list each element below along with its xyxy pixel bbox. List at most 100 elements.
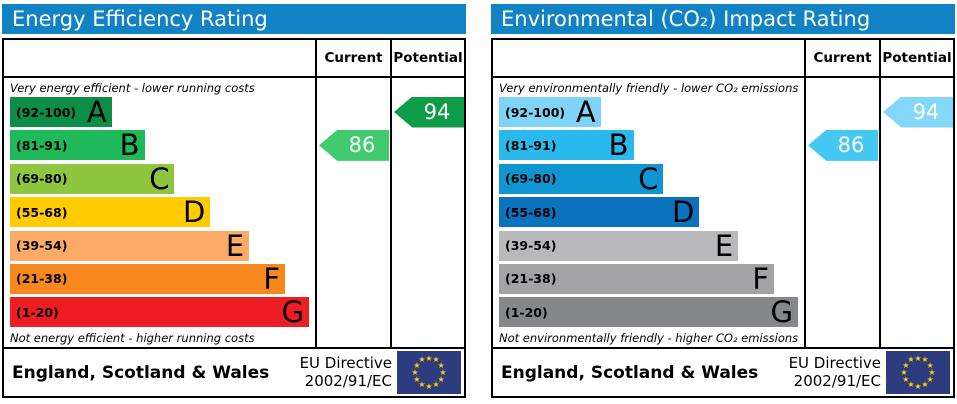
rating-table: Current Potential Very environmentally f… [491, 38, 955, 398]
band-range-label: (39-54) [16, 238, 68, 254]
potential-rating-arrow: 94 [394, 96, 464, 128]
eu-flag-star: ★ [928, 367, 936, 377]
table-body-row: Very environmentally friendly - lower CO… [493, 78, 953, 347]
top-caption: Very environmentally friendly - lower CO… [499, 81, 799, 95]
rating-table: Current Potential Very energy efficient … [2, 38, 466, 398]
band-row-a: (92-100) A [499, 97, 798, 130]
band-letter: B [608, 128, 629, 163]
band-letter: G [281, 295, 304, 330]
current-rating-cell: 86 [315, 78, 390, 347]
band-row-e: (39-54) E [10, 230, 309, 264]
band-letter: G [770, 295, 793, 330]
eu-flag-star: ★ [907, 355, 915, 365]
band-letter: A [575, 95, 596, 129]
eu-flag-star: ★ [432, 355, 440, 365]
eu-flag-star: ★ [437, 374, 445, 384]
band-letter: F [263, 261, 281, 296]
band-list: (92-100) A (81-91) B (69-80) C (55-68) D (39-54)… [499, 97, 798, 331]
band-bar: (55-68) D [10, 195, 211, 230]
eu-flag-star: ★ [413, 374, 421, 384]
band-bar: (81-91) B [10, 128, 145, 163]
band-letter: C [149, 161, 170, 196]
header-spacer-cell [493, 40, 804, 76]
eu-flag-star: ★ [921, 379, 929, 389]
band-range-label: (55-68) [505, 204, 557, 220]
band-bar: (39-54) E [10, 230, 250, 261]
band-row-d: (55-68) D [499, 197, 798, 230]
bottom-caption: Not environmentally friendly - higher CO… [499, 330, 799, 345]
footer-region-label: England, Scotland & Wales [12, 362, 270, 383]
potential-rating-cell: 94 [390, 78, 464, 347]
band-bar: (21-38) F [10, 261, 286, 296]
eu-flag-star: ★ [914, 381, 922, 391]
band-bar: (92-100) A [499, 97, 601, 127]
band-range-label: (1-20) [16, 304, 59, 320]
eu-flag-star: ★ [926, 374, 934, 384]
band-row-g: (1-20) G [10, 297, 309, 330]
band-bar: (81-91) B [499, 128, 634, 163]
band-row-a: (92-100) A [10, 97, 309, 130]
band-letter: C [638, 161, 659, 196]
top-caption: Very energy efficient - lower running co… [10, 81, 255, 95]
band-row-g: (1-20) G [499, 297, 798, 330]
band-range-label: (92-100) [505, 104, 566, 120]
panel-title-bar: Environmental (CO₂) Impact Rating [491, 4, 955, 34]
panel-title: Environmental (CO₂) Impact Rating [501, 7, 871, 31]
eu-flag-star: ★ [921, 355, 929, 365]
eu-directive-line1: EU Directive [299, 353, 392, 372]
current-rating-cell: 86 [804, 78, 879, 347]
potential-column-header: Potential [879, 40, 953, 76]
header-spacer-cell [4, 40, 315, 76]
band-letter: F [752, 261, 770, 296]
eu-flag-star: ★ [902, 374, 910, 384]
eu-flag-star: ★ [900, 367, 908, 377]
panel-title: Energy Efficiency Rating [12, 7, 268, 31]
potential-rating-cell: 94 [879, 78, 953, 347]
eu-directive-line2: 2002/91/EC [304, 371, 392, 390]
bands-cell: Very environmentally friendly - lower CO… [493, 78, 804, 347]
band-row-f: (21-38) F [499, 261, 798, 297]
band-bar: (55-68) D [499, 195, 700, 230]
band-row-f: (21-38) F [10, 261, 309, 297]
band-range-label: (92-100) [16, 104, 77, 120]
band-letter: D [671, 195, 695, 230]
environmental-impact-panel: Environmental (CO₂) Impact Rating Curren… [491, 4, 955, 398]
eu-flag-star: ★ [439, 367, 447, 377]
eu-directive-line2: 2002/91/EC [793, 371, 881, 390]
bands-cell: Very energy efficient - lower running co… [4, 78, 315, 347]
table-footer-row: England, Scotland & Wales EU Directive 2… [493, 347, 953, 396]
band-bar: (1-20) G [499, 295, 798, 330]
band-row-d: (55-68) D [10, 197, 309, 230]
table-footer-row: England, Scotland & Wales EU Directive 2… [4, 347, 464, 396]
band-row-b: (81-91) B [499, 130, 798, 163]
band-bar: (69-80) C [10, 161, 175, 196]
band-range-label: (69-80) [16, 171, 68, 187]
band-letter: D [182, 195, 206, 230]
band-range-label: (39-54) [505, 238, 557, 254]
band-row-c: (69-80) C [499, 161, 798, 197]
panel-title-bar: Energy Efficiency Rating [2, 4, 466, 34]
bottom-caption: Not energy efficient - higher running co… [10, 330, 255, 345]
eu-flag-star: ★ [418, 379, 426, 389]
table-body-row: Very energy efficient - lower running co… [4, 78, 464, 347]
band-bar: (92-100) A [10, 97, 112, 127]
eu-flag-star: ★ [914, 353, 922, 363]
band-row-b: (81-91) B [10, 130, 309, 163]
eu-flag-star: ★ [432, 379, 440, 389]
band-range-label: (81-91) [16, 137, 68, 153]
eu-flag-star: ★ [926, 360, 934, 370]
eu-flag-star: ★ [902, 360, 910, 370]
eu-directive-line1: EU Directive [788, 353, 881, 372]
band-range-label: (69-80) [505, 171, 557, 187]
footer-region-label: England, Scotland & Wales [501, 362, 759, 383]
band-letter: A [86, 95, 107, 129]
current-column-header: Current [804, 40, 879, 76]
band-letter: B [119, 128, 140, 163]
eu-flag-star: ★ [425, 353, 433, 363]
energy-efficiency-panel: Energy Efficiency Rating Current Potenti… [2, 4, 466, 398]
current-rating-arrow: 86 [808, 129, 878, 161]
band-bar: (39-54) E [499, 230, 739, 261]
eu-flag-star: ★ [418, 355, 426, 365]
eu-flag: ★ ★ ★ ★ ★ ★ ★ ★ ★ ★ ★ ★ [397, 351, 461, 394]
